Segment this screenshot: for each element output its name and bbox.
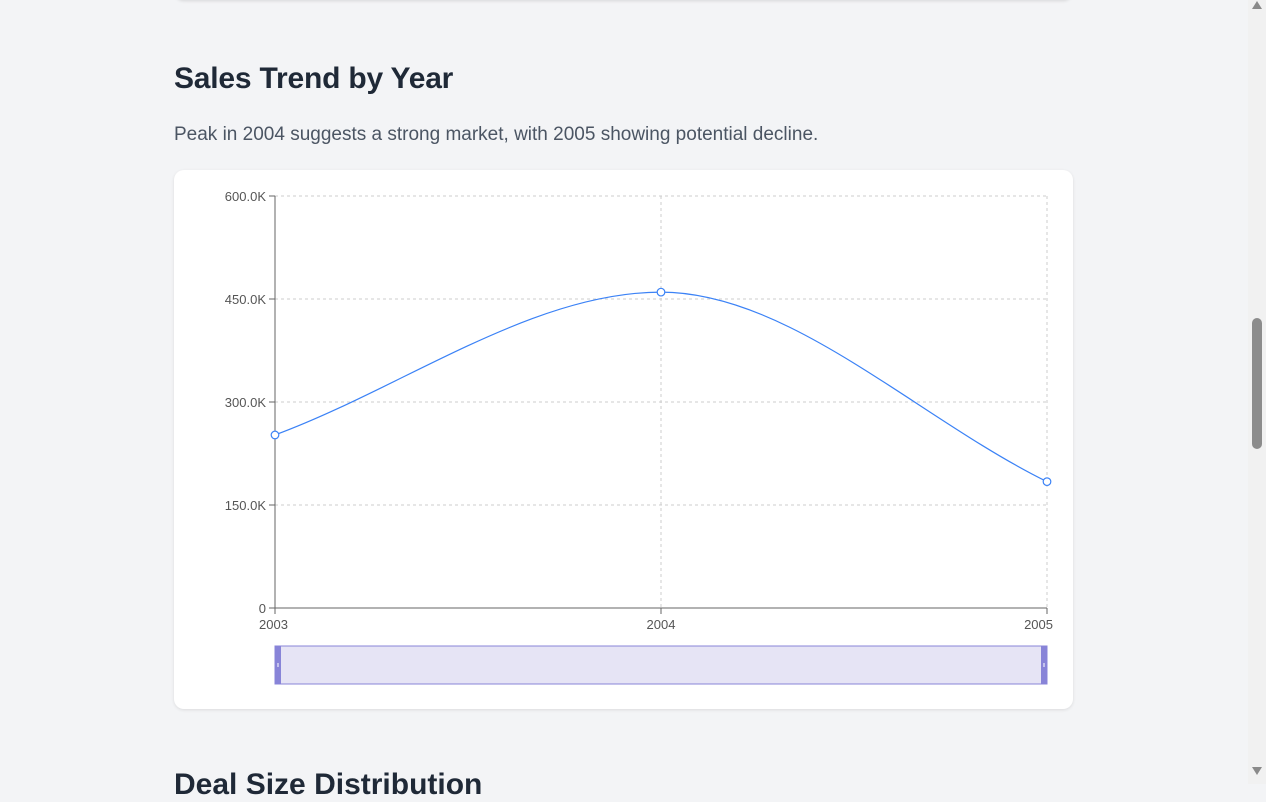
data-point[interactable]	[656, 287, 666, 297]
y-tick-label: 0	[259, 601, 266, 616]
section-description: Peak in 2004 suggests a strong market, w…	[174, 124, 819, 145]
y-tick-label: 150.0K	[225, 498, 267, 513]
brush-handle-right[interactable]	[1041, 646, 1047, 684]
series-line	[274, 291, 1048, 483]
chart-card: 0 150.0K 300.0K 450.0K 600.0K 2003 2004 2005	[174, 170, 1073, 709]
page-scrollbar[interactable]	[1248, 0, 1266, 784]
x-tick-label: 2004	[647, 617, 676, 632]
scroll-up-arrow-icon[interactable]	[1252, 1, 1262, 9]
data-point[interactable]	[1042, 477, 1052, 487]
brush-range[interactable]	[274, 645, 1048, 685]
y-tick-label: 450.0K	[225, 292, 267, 307]
scrollbar-thumb[interactable]	[1252, 318, 1262, 449]
y-tick-label: 600.0K	[225, 189, 267, 204]
section-title: Sales Trend by Year	[174, 62, 454, 95]
y-tick-label: 300.0K	[225, 395, 267, 410]
brush-handle-left[interactable]	[275, 646, 281, 684]
scroll-down-arrow-icon[interactable]	[1252, 767, 1262, 775]
x-tick-label: 2005	[1024, 617, 1053, 632]
x-tick-label: 2003	[259, 617, 288, 632]
sales-trend-chart: 0 150.0K 300.0K 450.0K 600.0K 2003 2004 2005	[225, 189, 1053, 685]
next-section-title: Deal Size Distribution	[174, 768, 483, 801]
data-point[interactable]	[270, 430, 280, 440]
